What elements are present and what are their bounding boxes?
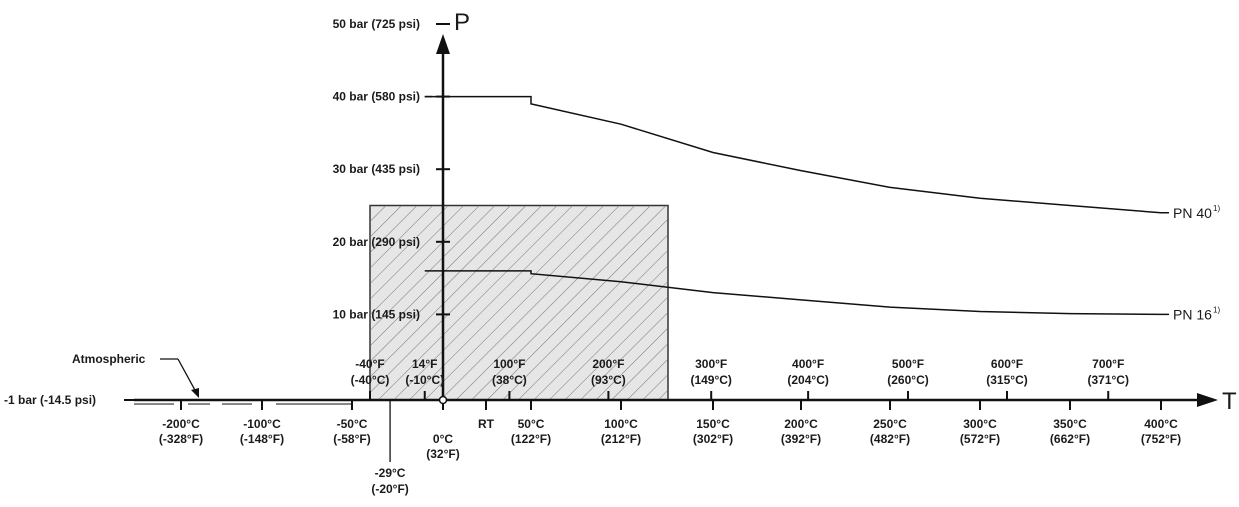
x-celsius-fahrenheit-label-7: (392°F) <box>781 432 821 446</box>
series-line-1 <box>424 270 1169 316</box>
atmospheric-annotation: Atmospheric <box>72 352 199 398</box>
x-celsius-label-1: -100°C <box>243 417 281 431</box>
x-celsius-label-7: 200°C <box>784 417 818 431</box>
y-tick-label-0: 10 bar (145 psi) <box>333 307 420 321</box>
x-fahrenheit-celsius-label-5: (204°C) <box>787 373 828 387</box>
x-celsius-fahrenheit-label-9: (572°F) <box>960 432 1000 446</box>
x-fahrenheit-label-0: -40°F <box>355 357 384 371</box>
series-label-1: PN 16 <box>1173 306 1212 322</box>
y-axis-arrow-icon <box>436 34 450 54</box>
x-fahrenheit-celsius-label-4: (149°C) <box>690 373 731 387</box>
x-celsius-label-3: 0°C <box>433 432 453 446</box>
x-celsius-fahrenheit-label-8: (482°F) <box>870 432 910 446</box>
y-tick-label-4: 50 bar (725 psi) <box>333 17 420 31</box>
x-celsius-fahrenheit-label-2: (-58°F) <box>333 432 370 446</box>
origin-marker <box>438 395 448 405</box>
x-celsius-fahrenheit-label-1: (-148°F) <box>240 432 284 446</box>
y-tick-label-3: 40 bar (580 psi) <box>333 90 420 104</box>
x-celsius-label-10: 350°C <box>1053 417 1087 431</box>
x-fahrenheit-label-1: 14°F <box>412 357 437 371</box>
x-fahrenheit-celsius-label-3: (93°C) <box>591 373 626 387</box>
series-footnote-0: 1) <box>1213 204 1220 213</box>
x-celsius-label-11: 400°C <box>1144 417 1178 431</box>
x-fahrenheit-celsius-label-1: (-10°C) <box>405 373 444 387</box>
x-celsius-label-0: -200°C <box>162 417 200 431</box>
x-celsius-fahrenheit-label-0: (-328°F) <box>159 432 203 446</box>
x-fahrenheit-celsius-label-2: (38°C) <box>492 373 527 387</box>
y-origin-label: -1 bar (-14.5 psi) <box>4 393 96 407</box>
x-fahrenheit-label-2: 100°F <box>493 357 525 371</box>
x-fahrenheit-label-5: 400°F <box>792 357 824 371</box>
x-fahrenheit-celsius-label-6: (260°C) <box>887 373 928 387</box>
atmospheric-arrow-line <box>177 358 197 393</box>
x-celsius-fahrenheit-label-6: (302°F) <box>693 432 733 446</box>
x-celsius-label-5: 100°C <box>604 417 638 431</box>
x-axis-arrow-icon <box>1197 393 1218 407</box>
x-fahrenheit-celsius-label-0: (-40°C) <box>351 373 390 387</box>
x-celsius-label-4: 50°C <box>518 417 545 431</box>
x-fahrenheit-celsius-label-7: (315°C) <box>986 373 1027 387</box>
x-celsius-label-8: 250°C <box>873 417 907 431</box>
y-tick-label-2: 30 bar (435 psi) <box>333 162 420 176</box>
x-minus29-label: -29°C <box>375 466 406 480</box>
y-tick-label-1: 20 bar (290 psi) <box>333 235 420 249</box>
x-celsius-fahrenheit-label-11: (752°F) <box>1141 432 1181 446</box>
x-celsius-fahrenheit-label-10: (662°F) <box>1050 432 1090 446</box>
series-footnote-1: 1) <box>1213 305 1220 314</box>
x-fahrenheit-label-7: 600°F <box>991 357 1023 371</box>
x-fahrenheit-label-4: 300°F <box>695 357 727 371</box>
x-celsius-fahrenheit-label-3: (32°F) <box>426 447 459 461</box>
x-celsius-fahrenheit-label-5: (212°F) <box>601 432 641 446</box>
y-axis-label: P <box>454 9 470 36</box>
x-minus29-fahrenheit-label: (-20°F) <box>371 482 408 496</box>
x-axis-label: T <box>1222 388 1237 415</box>
x-celsius-label-2: -50°C <box>337 417 368 431</box>
series-label-0: PN 40 <box>1173 205 1212 221</box>
x-fahrenheit-label-6: 500°F <box>892 357 924 371</box>
atmospheric-label: Atmospheric <box>72 352 146 366</box>
x-celsius-label-6: 150°C <box>696 417 730 431</box>
x-celsius-label-9: 300°C <box>963 417 997 431</box>
x-fahrenheit-label-3: 200°F <box>592 357 624 371</box>
hatched-region-pattern <box>370 205 668 400</box>
x-celsius-fahrenheit-label-4: (122°F) <box>511 432 551 446</box>
atmospheric-arrow-icon <box>191 388 199 398</box>
x-fahrenheit-celsius-label-8: (371°C) <box>1087 373 1128 387</box>
x-fahrenheit-label-8: 700°F <box>1092 357 1124 371</box>
series-line-0 <box>424 95 1169 214</box>
x-rt-label: RT <box>478 417 495 431</box>
